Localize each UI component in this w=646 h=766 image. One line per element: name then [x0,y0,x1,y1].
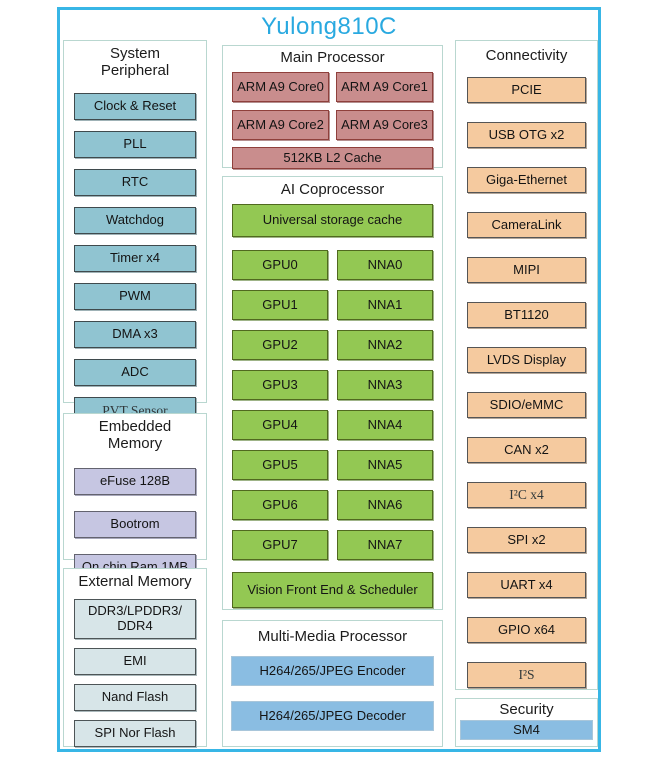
block-gpu2: GPU2 [232,330,328,360]
chip-title: Yulong810C [261,13,397,40]
block-sm4: SM4 [460,720,593,740]
connectivity-section: Connectivity PCIE USB OTG x2 Giga-Ethern… [455,40,598,690]
section-title: External Memory [78,573,192,590]
block-ddr: DDR3/LPDDR3/ DDR4 [74,599,196,639]
section-title: System Peripheral [100,45,170,79]
block-mipi: MIPI [467,257,586,283]
block-nna5: NNA5 [337,450,433,480]
block-nna6: NNA6 [337,490,433,520]
block-clock-reset: Clock & Reset [74,93,196,120]
block-efuse: eFuse 128B [74,468,196,495]
block-l2-cache: 512KB L2 Cache [232,147,433,169]
block-gpu5: GPU5 [232,450,328,480]
block-pll: PLL [74,131,196,158]
block-rtc: RTC [74,169,196,196]
block-nna3: NNA3 [337,370,433,400]
main-processor-section: Main Processor ARM A9 Core0 ARM A9 Core1… [222,45,443,169]
block-can: CAN x2 [467,437,586,463]
block-gpu1: GPU1 [232,290,328,320]
block-giga-ethernet: Giga-Ethernet [467,167,586,193]
block-arm-core0: ARM A9 Core0 [232,72,329,102]
block-arm-core1: ARM A9 Core1 [336,72,433,102]
block-arm-core3: ARM A9 Core3 [336,110,433,140]
block-adc: ADC [74,359,196,386]
block-jpeg-encoder: H264/265/JPEG Encoder [231,656,434,686]
block-pwm: PWM [74,283,196,310]
block-i2s: I²S [467,662,586,688]
section-title: Main Processor [280,49,385,66]
block-gpu0: GPU0 [232,250,328,280]
block-nna2: NNA2 [337,330,433,360]
block-gpu3: GPU3 [232,370,328,400]
external-memory-section: External Memory DDR3/LPDDR3/ DDR4 EMI Na… [63,568,207,747]
block-cameralink: CameraLink [467,212,586,238]
block-nna1: NNA1 [337,290,433,320]
block-nand-flash: Nand Flash [74,684,196,711]
block-gpu4: GPU4 [232,410,328,440]
section-title: Security [499,701,554,718]
block-emi: EMI [74,648,196,675]
gpu-nna-grid: GPU0 NNA0 GPU1 NNA1 GPU2 NNA2 GPU3 NNA3 … [232,250,433,560]
core-grid: ARM A9 Core0 ARM A9 Core1 ARM A9 Core2 A… [232,72,433,140]
block-watchdog: Watchdog [74,207,196,234]
block-lvds-display: LVDS Display [467,347,586,373]
section-title: Embedded Memory [98,418,172,452]
section-title: AI Coprocessor [280,181,385,198]
block-pcie: PCIE [467,77,586,103]
block-bootrom: Bootrom [74,511,196,538]
multimedia-processor-section: Multi-Media Processor H264/265/JPEG Enco… [222,620,443,747]
block-sdio-emmc: SDIO/eMMC [467,392,586,418]
block-timer: Timer x4 [74,245,196,272]
block-jpeg-decoder: H264/265/JPEG Decoder [231,701,434,731]
block-uart: UART x4 [467,572,586,598]
section-title: Multi-Media Processor [257,628,408,645]
block-dma: DMA x3 [74,321,196,348]
block-gpio: GPIO x64 [467,617,586,643]
block-spi: SPI x2 [467,527,586,553]
system-peripheral-section: System Peripheral Clock & Reset PLL RTC … [63,40,207,424]
section-title: Connectivity [485,47,568,64]
block-bt1120: BT1120 [467,302,586,328]
block-universal-storage-cache: Universal storage cache [232,204,433,237]
block-nna7: NNA7 [337,530,433,560]
embedded-memory-section: Embedded Memory eFuse 128B Bootrom On ch… [63,413,207,581]
block-vision-scheduler: Vision Front End & Scheduler [232,572,433,608]
block-nna4: NNA4 [337,410,433,440]
block-arm-core2: ARM A9 Core2 [232,110,329,140]
block-gpu7: GPU7 [232,530,328,560]
block-usb-otg: USB OTG x2 [467,122,586,148]
block-spi-nor-flash: SPI Nor Flash [74,720,196,747]
block-gpu6: GPU6 [232,490,328,520]
ai-coprocessor-section: AI Coprocessor Universal storage cache G… [222,176,443,610]
block-nna0: NNA0 [337,250,433,280]
security-section: Security SM4 [455,698,598,747]
block-i2c: I²C x4 [467,482,586,508]
